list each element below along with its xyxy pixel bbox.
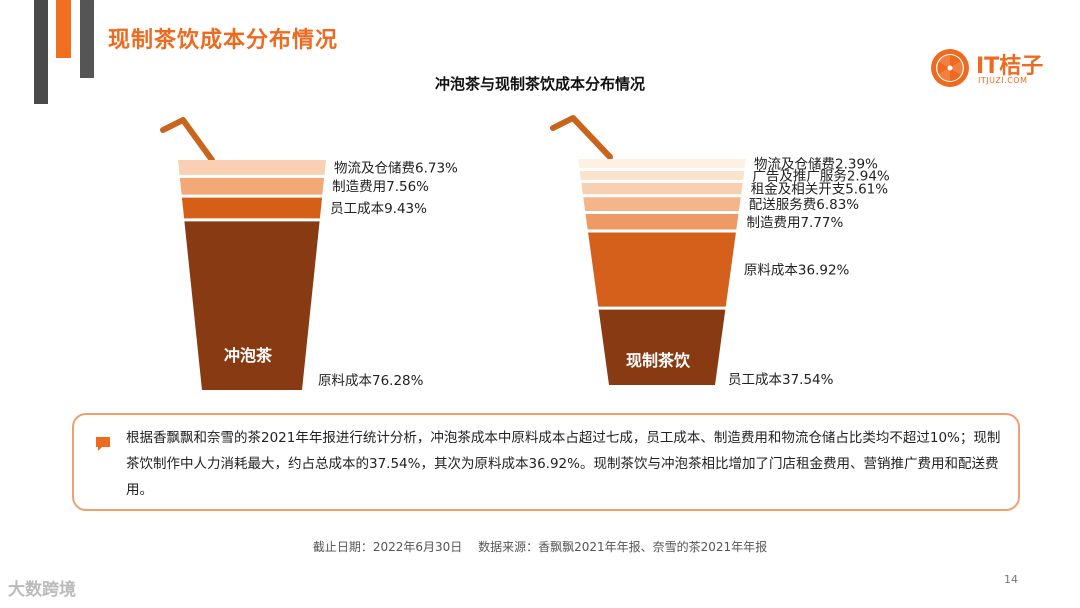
- analysis-note: 根据香飘飘和奈雪的茶2021年年报进行统计分析，冲泡茶成本中原料成本占超过七成，…: [72, 413, 1020, 511]
- comment-icon: [96, 437, 110, 451]
- data-source: 截止日期：2022年6月30日 数据来源：香飘飘2021年年报、奈雪的茶2021…: [312, 540, 768, 554]
- segment-label-2-1: 物流及仓储费2.39%: [754, 157, 878, 173]
- orange-slice-icon: [931, 49, 969, 87]
- straw-icon-2: [550, 115, 613, 160]
- segment-label-1-4: 原料成本76.28%: [318, 373, 424, 389]
- cup-segment-1-3: [181, 197, 323, 219]
- straw-icon: [160, 117, 215, 163]
- page-number: 14: [1004, 573, 1018, 586]
- page-title: 现制茶饮成本分布情况: [108, 28, 339, 53]
- cup-segment-2-5: [585, 213, 739, 230]
- cup-segment-2-7: [598, 309, 726, 385]
- decor-bar-gray-2: [80, 0, 94, 78]
- cup-segment-1-2: [179, 177, 325, 195]
- cup-name-1: 冲泡茶: [224, 346, 273, 365]
- segment-label-1-3: 员工成本9.43%: [330, 201, 427, 217]
- brand-logo: IT桔子 ITJUZI.COM: [930, 44, 1050, 94]
- decor-bar-gray: [34, 0, 48, 104]
- segment-label-2-6: 原料成本36.92%: [744, 263, 850, 279]
- chart-title: 冲泡茶与现制茶饮成本分布情况: [434, 75, 645, 93]
- cup-segment-2-6: [588, 232, 736, 307]
- brand-name: IT桔子: [976, 54, 1044, 79]
- segment-label-2-5: 制造费用7.77%: [746, 215, 843, 231]
- watermark-text: 大数跨境: [8, 580, 76, 600]
- cup-segment-1-4: [184, 221, 320, 390]
- segment-label-2-4: 配送服务费6.83%: [749, 197, 860, 213]
- cup-segment-2-4: [583, 197, 741, 211]
- cup-segment-2-2: [579, 171, 745, 180]
- note-text: 根据香飘飘和奈雪的茶2021年年报进行统计分析，冲泡茶成本中原料成本占超过七成，…: [126, 430, 1001, 498]
- decor-bar-orange: [56, 0, 71, 58]
- segment-label-1-2: 制造费用7.56%: [332, 179, 429, 195]
- segment-label-2-7: 员工成本37.54%: [728, 372, 834, 388]
- cup-segment-2-1: [578, 159, 746, 168]
- cup-segment-2-3: [581, 183, 743, 195]
- cup-name-2: 现制茶饮: [626, 351, 691, 370]
- segment-label-2-3: 租金及相关开支5.61%: [751, 182, 889, 198]
- brand-url: ITJUZI.COM: [978, 76, 1028, 85]
- segment-label-1-1: 物流及仓储费6.73%: [334, 160, 458, 176]
- segment-label-2-2: 广告及推广服务2.94%: [752, 169, 890, 185]
- cup-segment-1-1: [178, 160, 326, 175]
